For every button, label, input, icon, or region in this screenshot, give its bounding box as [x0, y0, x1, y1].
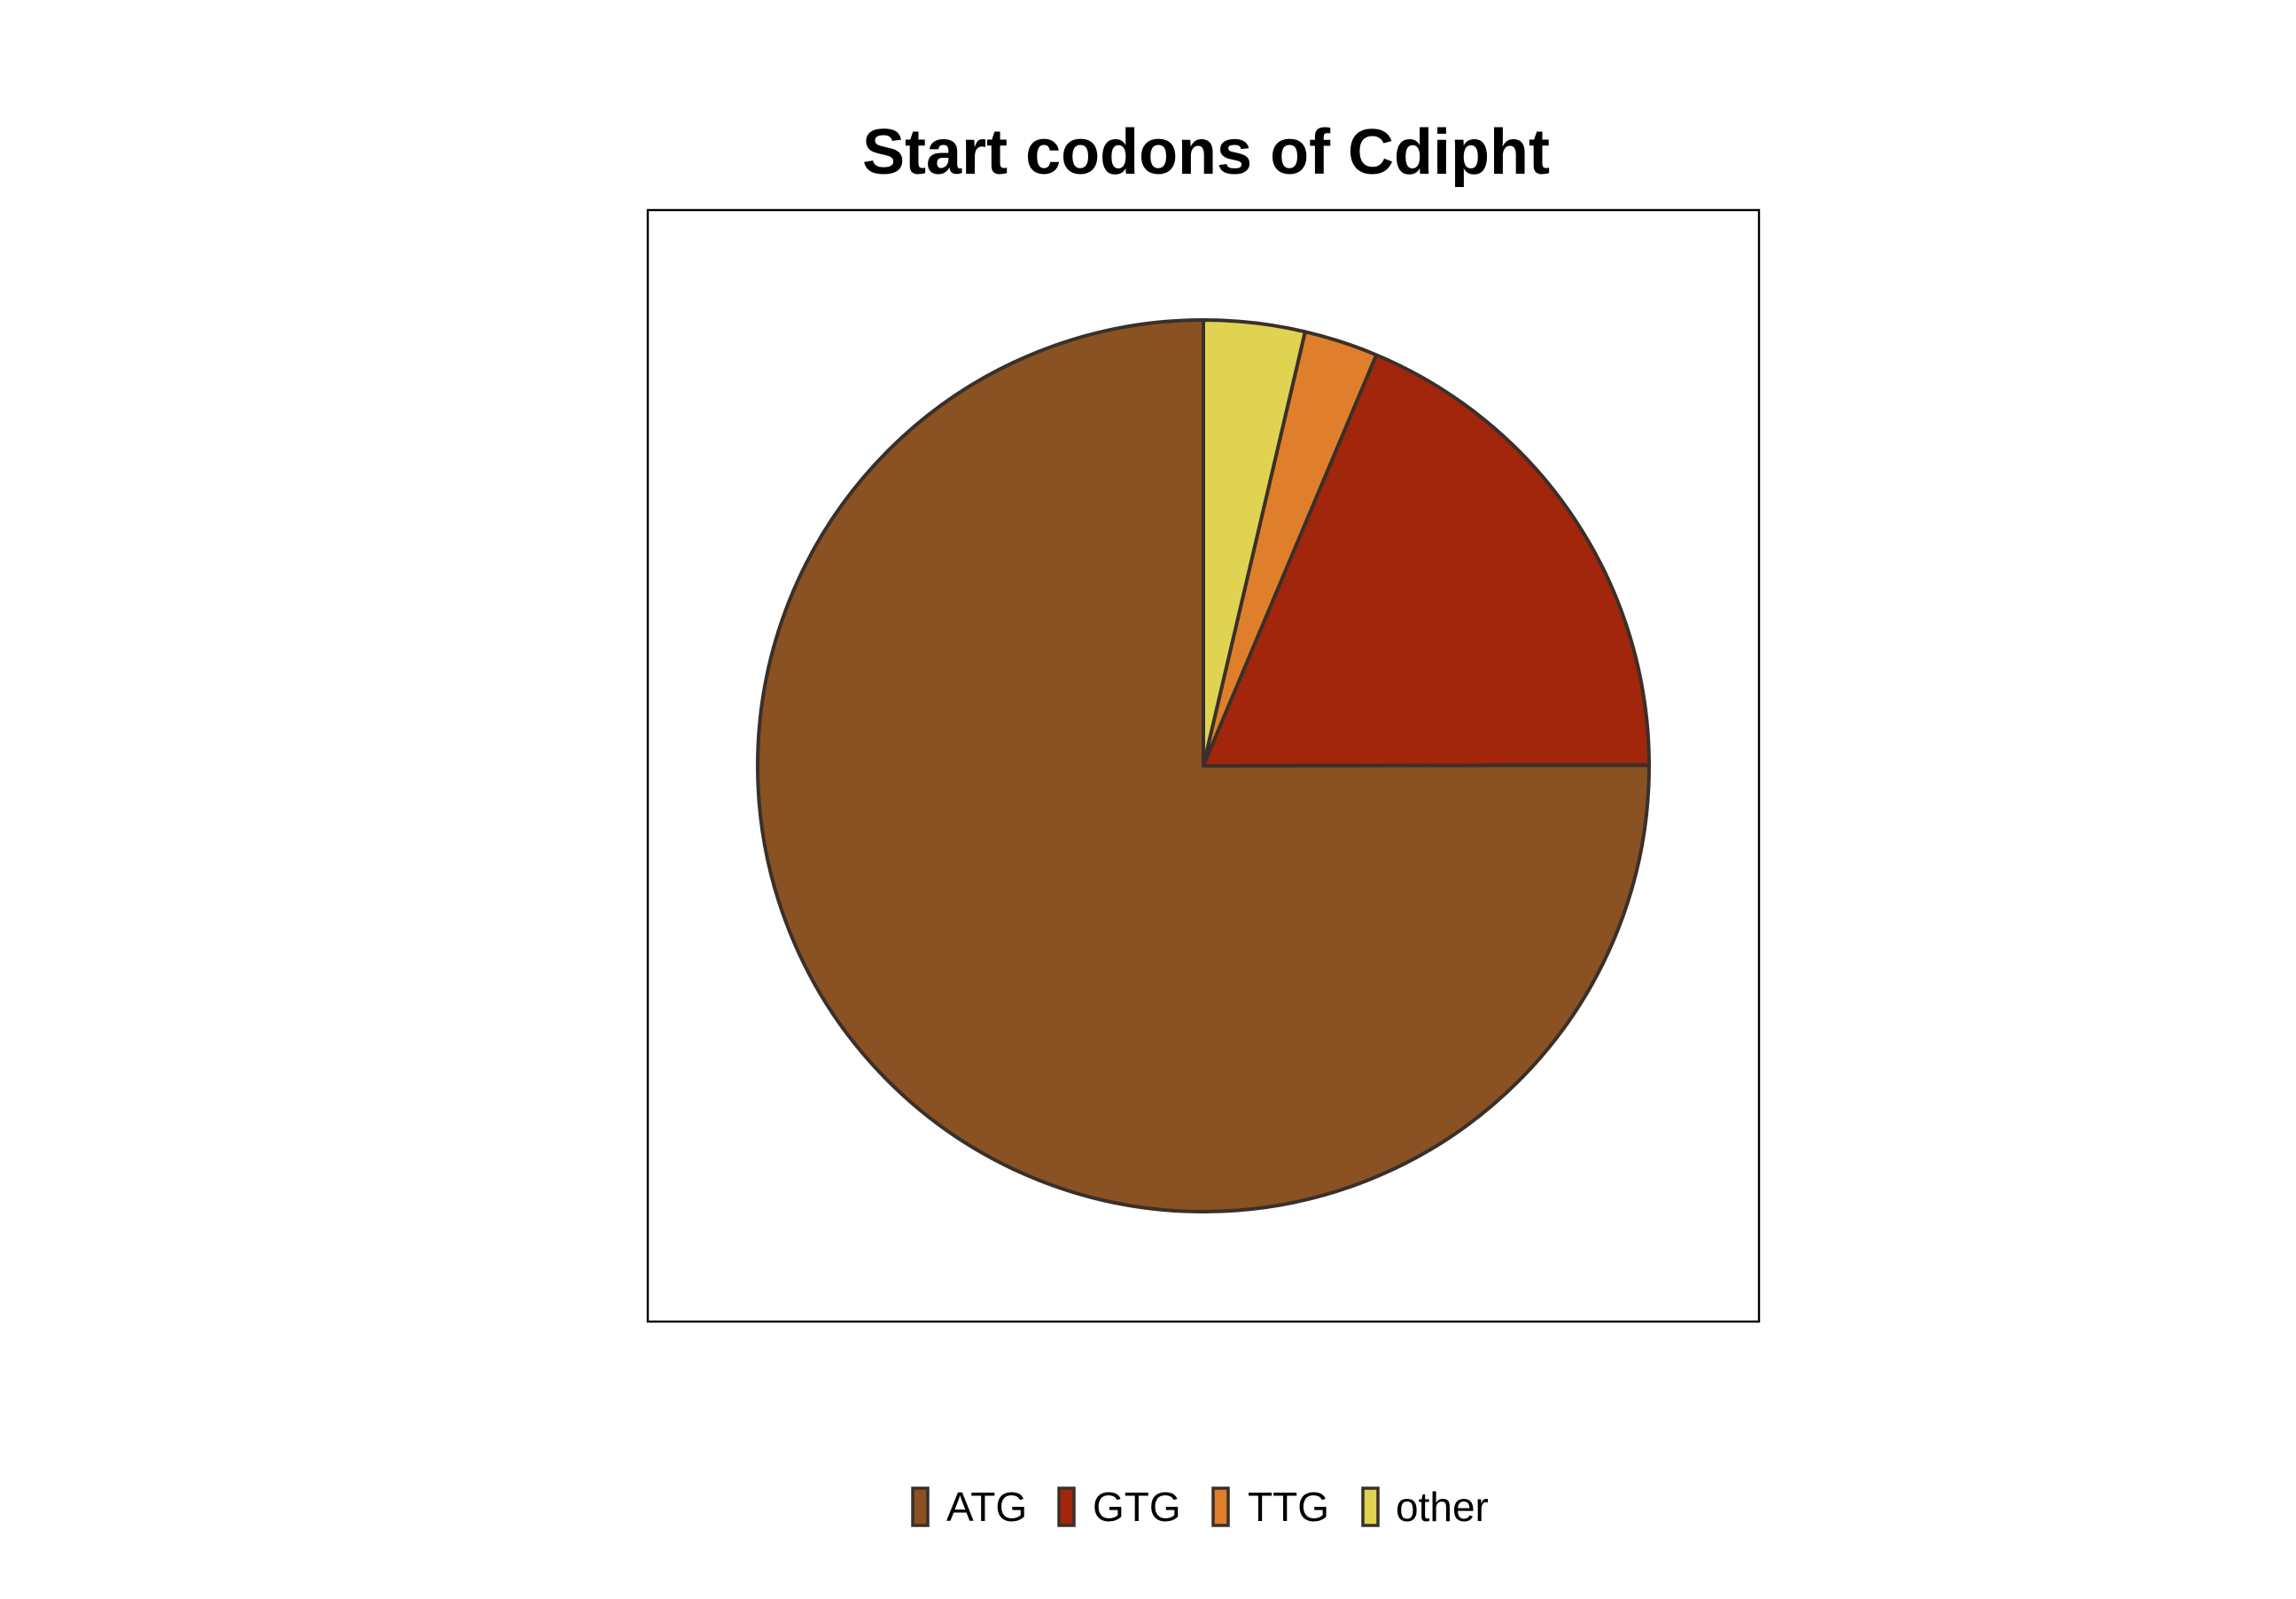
- legend-key-other: [1361, 1486, 1380, 1527]
- legend-label-ttg: TTG: [1248, 1484, 1329, 1530]
- legend-label-other: other: [1396, 1484, 1489, 1530]
- legend-key-atg: [911, 1486, 930, 1527]
- chart-title: Start codons of Cdipht: [862, 117, 1550, 188]
- legend-label-gtg: GTG: [1093, 1484, 1181, 1530]
- pie-slice-atg: [756, 318, 1651, 1213]
- legend-key-gtg: [1057, 1486, 1076, 1527]
- plot-panel-border: [646, 208, 1761, 1323]
- legend-label-atg: ATG: [946, 1484, 1027, 1530]
- legend-key-ttg: [1211, 1486, 1230, 1527]
- pie-slice-gtg: [1202, 353, 1651, 768]
- pie-slices: [756, 318, 1651, 1213]
- legend: ATG GTG TTG other: [911, 1484, 1489, 1530]
